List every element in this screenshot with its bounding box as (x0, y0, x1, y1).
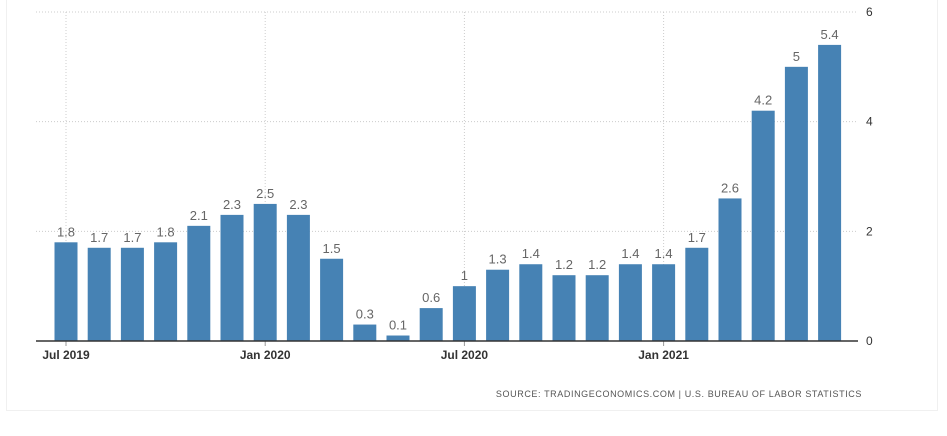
bar-layer (54, 44, 842, 342)
data-label: 1.2 (555, 257, 573, 272)
data-label: 1.8 (157, 224, 175, 239)
chart-frame (6, 0, 938, 411)
data-label: 2.6 (721, 180, 739, 195)
bar (320, 258, 344, 341)
y-tick-label: 2 (866, 224, 873, 238)
y-tick-label: 4 (866, 115, 873, 129)
bar (685, 247, 709, 341)
data-label: 1.8 (57, 224, 75, 239)
data-label: 1.7 (123, 230, 141, 245)
bar (751, 110, 775, 341)
bar (784, 66, 808, 341)
y-tick-label: 6 (866, 5, 873, 19)
data-label: 1.2 (588, 257, 606, 272)
data-label: 1 (461, 268, 468, 283)
x-tick-label: Jul 2020 (441, 348, 489, 362)
data-label: 2.5 (256, 186, 274, 201)
bar (419, 308, 443, 341)
bar (618, 264, 642, 341)
bar (54, 242, 78, 341)
bar (87, 247, 111, 341)
bar (652, 264, 676, 341)
data-label: 0.1 (389, 318, 407, 333)
data-label: 1.4 (522, 246, 540, 261)
bar (718, 198, 742, 341)
bar (353, 324, 377, 341)
data-label: 0.3 (356, 307, 374, 322)
source-note: SOURCE: TRADINGECONOMICS.COM | U.S. BURE… (496, 389, 862, 399)
bar (386, 335, 410, 341)
data-label: 0.6 (422, 290, 440, 305)
x-tick-label: Jan 2020 (240, 348, 291, 362)
data-label: 1.7 (688, 230, 706, 245)
bar (253, 203, 277, 341)
bar (486, 269, 510, 341)
bar (585, 275, 609, 341)
data-label: 2.3 (223, 197, 241, 212)
bar (552, 275, 576, 341)
bar (452, 286, 476, 341)
data-label: 1.4 (655, 246, 673, 261)
bar (818, 44, 842, 342)
data-label: 2.1 (190, 208, 208, 223)
y-tick-label: 0 (866, 334, 873, 348)
data-label: 1.7 (90, 230, 108, 245)
x-tick-label: Jan 2021 (638, 348, 689, 362)
bar (519, 264, 543, 341)
data-label: 4.2 (754, 93, 772, 108)
data-label: 1.3 (489, 252, 507, 267)
data-label: 2.3 (289, 197, 307, 212)
bar (286, 214, 310, 341)
data-label: 5.4 (821, 27, 839, 42)
axis-layer: 0 2 4 6 Jul 2019 Jan 2020 Jul 2020 Jan 2021 (36, 5, 873, 362)
data-label: 1.5 (323, 241, 341, 256)
bar (120, 247, 144, 341)
data-label-layer: 1.8 1.7 1.7 1.8 2.1 2.3 2.5 2.3 1.5 0.3 0.1 0.6 1 1.3… (57, 27, 839, 333)
data-label: 5 (793, 49, 800, 64)
bar (220, 214, 244, 341)
data-label: 1.4 (621, 246, 639, 261)
x-tick-label: Jul 2019 (42, 348, 90, 362)
bar (187, 225, 211, 341)
bar (154, 242, 178, 341)
